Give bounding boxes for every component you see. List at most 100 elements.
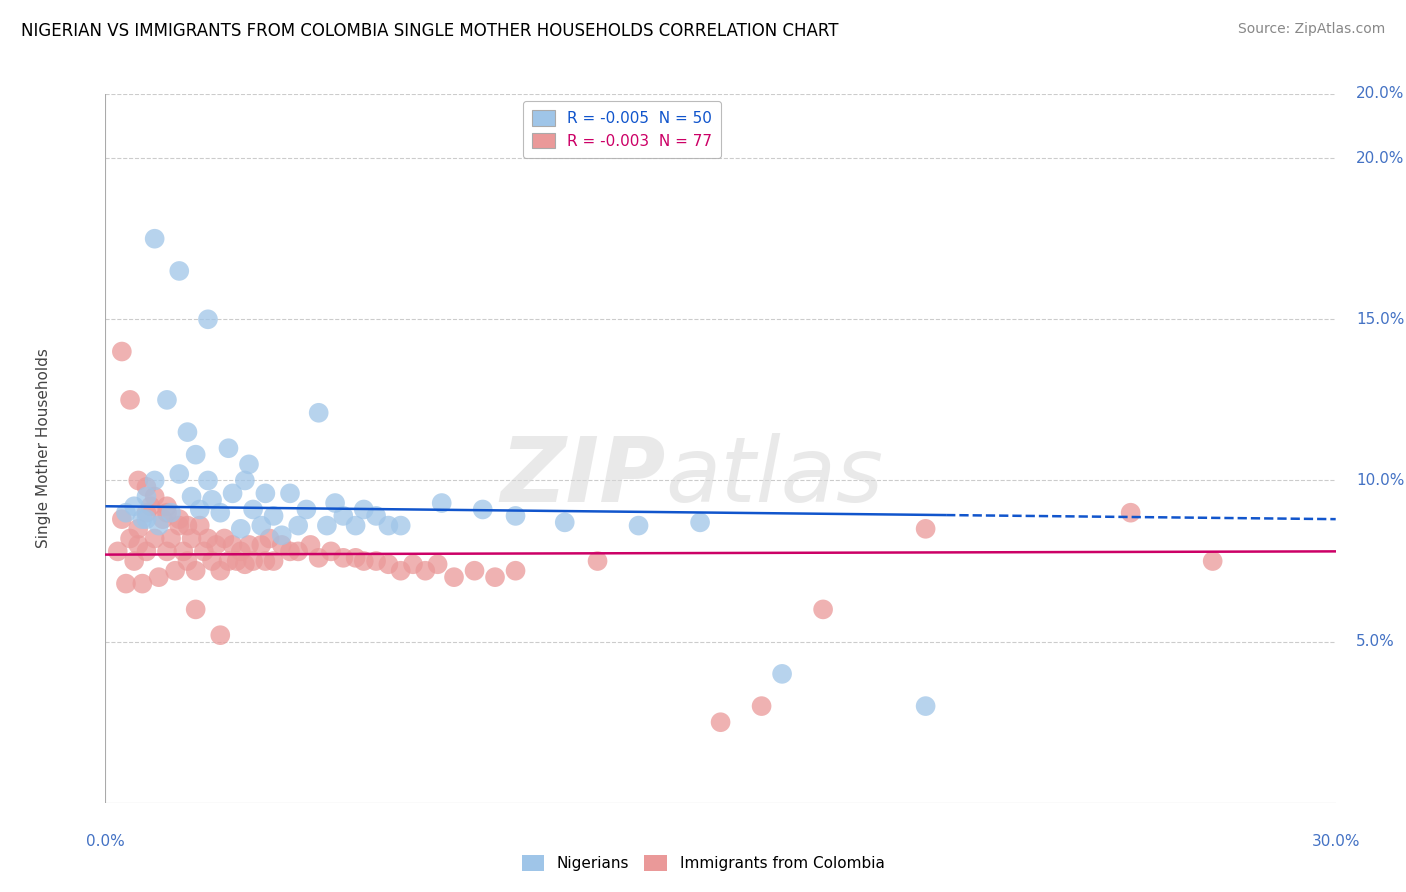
Point — [131, 576, 153, 591]
Point — [197, 312, 219, 326]
Point — [366, 554, 388, 568]
Point — [107, 544, 129, 558]
Point — [751, 699, 773, 714]
Point — [184, 602, 207, 616]
Point — [287, 544, 309, 558]
Text: 30.0%: 30.0% — [1312, 834, 1360, 848]
Point — [811, 602, 834, 616]
Legend: Nigerians, Immigrants from Colombia: Nigerians, Immigrants from Colombia — [516, 849, 890, 877]
Point — [160, 506, 183, 520]
Point — [254, 554, 277, 568]
Point — [323, 496, 346, 510]
Text: 10.0%: 10.0% — [1357, 473, 1405, 488]
Point — [201, 492, 224, 507]
Point — [152, 512, 174, 526]
Point — [169, 264, 191, 278]
Point — [135, 490, 157, 504]
Point — [111, 512, 134, 526]
Point — [135, 506, 157, 520]
Point — [115, 576, 138, 591]
Point — [464, 564, 486, 578]
Point — [319, 544, 342, 558]
Point — [176, 425, 198, 439]
Text: 20.0%: 20.0% — [1357, 87, 1405, 101]
Legend: R = -0.005  N = 50, R = -0.003  N = 77: R = -0.005 N = 50, R = -0.003 N = 77 — [523, 102, 721, 158]
Point — [914, 522, 936, 536]
Point — [259, 532, 281, 546]
Point — [270, 538, 292, 552]
Point — [201, 554, 224, 568]
Point — [505, 564, 527, 578]
Point — [122, 554, 145, 568]
Point — [169, 512, 191, 526]
Point — [127, 538, 149, 552]
Point — [426, 558, 449, 572]
Point — [148, 570, 170, 584]
Point — [127, 474, 149, 488]
Point — [270, 528, 292, 542]
Point — [156, 506, 179, 520]
Point — [770, 666, 793, 681]
Point — [180, 532, 202, 546]
Point — [389, 564, 412, 578]
Point — [1202, 554, 1225, 568]
Text: ZIP: ZIP — [501, 433, 665, 521]
Point — [505, 508, 527, 523]
Point — [165, 564, 187, 578]
Text: 0.0%: 0.0% — [86, 834, 125, 848]
Point — [316, 518, 339, 533]
Point — [120, 392, 141, 407]
Point — [914, 699, 936, 714]
Point — [139, 500, 162, 514]
Text: Single Mother Households: Single Mother Households — [37, 348, 52, 549]
Point — [238, 538, 260, 552]
Point — [332, 550, 354, 565]
Point — [238, 458, 260, 472]
Point — [377, 558, 399, 572]
Point — [233, 558, 256, 572]
Point — [184, 448, 207, 462]
Point — [389, 518, 412, 533]
Point — [135, 544, 157, 558]
Point — [263, 554, 285, 568]
Point — [176, 518, 198, 533]
Point — [184, 564, 207, 578]
Point — [366, 508, 388, 523]
Point — [242, 502, 264, 516]
Point — [332, 508, 354, 523]
Point — [430, 496, 453, 510]
Point — [127, 522, 149, 536]
Point — [344, 518, 367, 533]
Point — [143, 232, 166, 246]
Text: NIGERIAN VS IMMIGRANTS FROM COLOMBIA SINGLE MOTHER HOUSEHOLDS CORRELATION CHART: NIGERIAN VS IMMIGRANTS FROM COLOMBIA SIN… — [21, 22, 838, 40]
Point — [308, 550, 330, 565]
Point — [254, 486, 277, 500]
Point — [415, 564, 437, 578]
Point — [205, 538, 228, 552]
Point — [287, 518, 309, 533]
Point — [586, 554, 609, 568]
Point — [156, 500, 179, 514]
Point — [710, 715, 733, 730]
Text: 5.0%: 5.0% — [1357, 634, 1395, 649]
Point — [299, 538, 322, 552]
Point — [148, 518, 170, 533]
Point — [242, 554, 264, 568]
Point — [353, 502, 375, 516]
Point — [209, 506, 232, 520]
Point — [278, 486, 301, 500]
Point — [169, 518, 191, 533]
Point — [188, 502, 211, 516]
Point — [344, 550, 367, 565]
Point — [250, 538, 273, 552]
Point — [111, 344, 134, 359]
Point — [308, 406, 330, 420]
Point — [120, 532, 141, 546]
Point — [156, 544, 179, 558]
Point — [135, 480, 157, 494]
Point — [122, 500, 145, 514]
Point — [160, 532, 183, 546]
Point — [221, 538, 243, 552]
Point — [353, 554, 375, 568]
Text: atlas: atlas — [665, 433, 883, 521]
